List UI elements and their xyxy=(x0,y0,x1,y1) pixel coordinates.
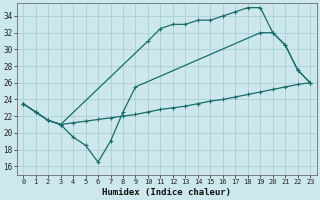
X-axis label: Humidex (Indice chaleur): Humidex (Indice chaleur) xyxy=(102,188,231,197)
